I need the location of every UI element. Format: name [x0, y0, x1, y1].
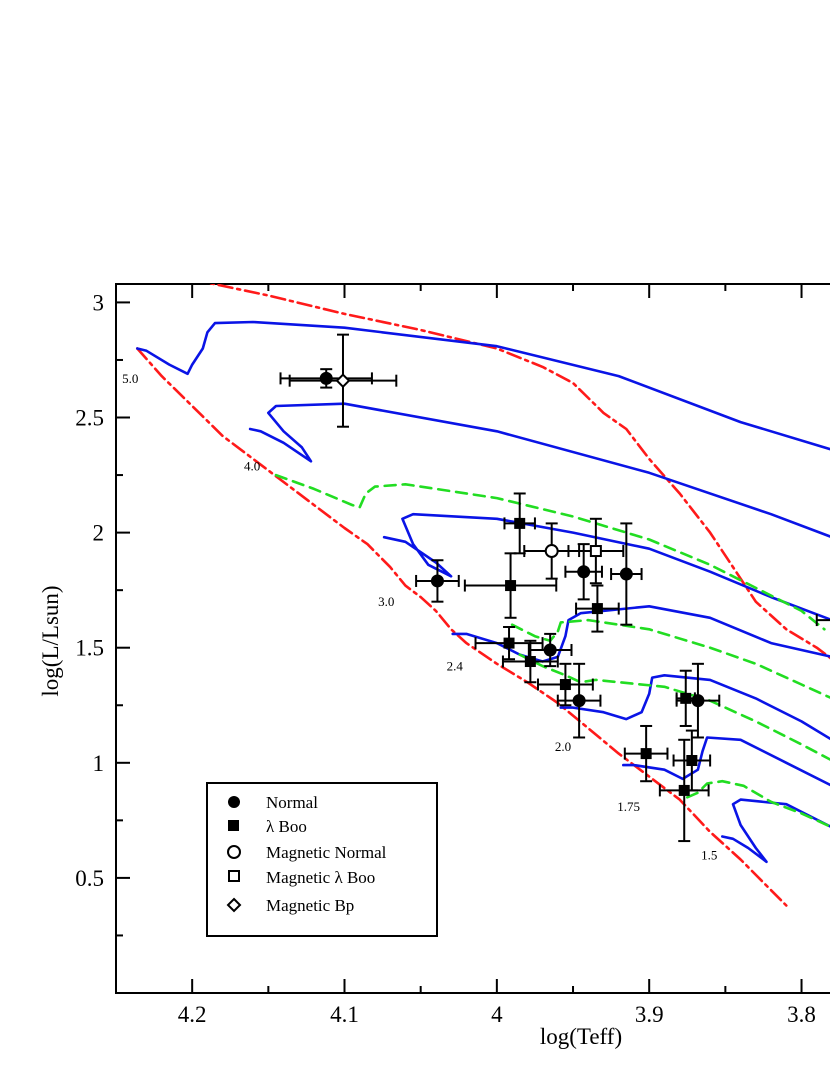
x-tick-label: 4.2	[178, 1002, 207, 1027]
legend-label: Normal	[266, 793, 318, 812]
marker-lambda-boo	[640, 748, 652, 760]
marker-lambda-boo	[524, 656, 536, 668]
legend-entry-normal: Normal	[228, 793, 318, 812]
y-tick-label: 1.5	[75, 636, 104, 661]
marker-normal	[543, 643, 557, 657]
marker-normal	[319, 371, 333, 385]
y-tick-label: 2	[93, 521, 105, 546]
track-labels-layer: 5.0 4.0 3.0 2.4 2.0 1.75 1.5	[122, 371, 717, 863]
data-point	[675, 662, 721, 739]
data-point	[503, 492, 536, 555]
legend-label: Magnetic Normal	[266, 843, 387, 862]
legend-marker-filled-circle	[228, 796, 240, 808]
axes-layer: 4.2 4.1 4 3.9 3.8 0.5 1 1.5 2 2.5 3	[75, 283, 830, 1027]
y-tick-label: 0.5	[75, 866, 104, 891]
marker-normal	[572, 694, 586, 708]
data-point	[536, 662, 594, 707]
data-point	[623, 724, 669, 783]
track-4-0-curve	[248, 402, 830, 538]
track-mass-label: 3.0	[378, 594, 394, 609]
legend-marker-open-diamond	[226, 897, 242, 913]
legend-entry-magnetic-normal: Magnetic Normal	[227, 843, 387, 862]
marker-lambda-boo	[686, 755, 698, 767]
y-tick-label: 3	[93, 290, 105, 315]
data-point	[575, 584, 620, 633]
marker-lambda-boo	[514, 517, 526, 529]
x-tick-label: 4.1	[330, 1002, 359, 1027]
track-mass-label: 5.0	[122, 371, 138, 386]
track-mass-label: 2.4	[447, 659, 464, 674]
marker-normal	[691, 694, 705, 708]
x-tick-label: 3.9	[635, 1002, 664, 1027]
data-point	[415, 559, 460, 603]
data-point	[658, 738, 710, 843]
marker-normal	[430, 574, 444, 588]
marker-normal	[619, 567, 633, 581]
marker-lambda-boo	[680, 692, 692, 704]
marker-magnetic-bp	[335, 373, 351, 389]
legend-label: Magnetic λ Boo	[266, 868, 375, 887]
y-tick-label: 1	[93, 751, 105, 776]
track-mass-label: 4.0	[244, 458, 260, 473]
data-point	[288, 333, 398, 428]
y-axis-title: log(L/Lsun)	[38, 585, 63, 696]
data-point	[279, 368, 373, 389]
legend-marker-open-square	[228, 870, 240, 882]
legend: Normal λ Boo Magnetic Normal Magnetic λ …	[206, 782, 438, 937]
legend-entry-magnetic-bp: Magnetic Bp	[226, 896, 354, 915]
legend-label: Magnetic Bp	[266, 896, 354, 915]
x-tick-label: 3.8	[787, 1002, 816, 1027]
curves-layer	[136, 284, 830, 907]
legend-marker-open-circle	[227, 845, 241, 859]
x-axis-title: log(Teff)	[540, 1024, 622, 1049]
data-point	[474, 625, 544, 661]
dashed-middle-curve	[510, 618, 830, 699]
marker-magnetic-normal	[544, 544, 559, 559]
tams-curve	[207, 284, 830, 660]
marker-magnetic-lambda-boo	[589, 545, 602, 558]
data-point	[556, 662, 602, 739]
track-mass-label: 2.0	[555, 739, 571, 754]
x-tick-label: 4	[491, 1002, 503, 1027]
y-tick-label: 2.5	[75, 406, 104, 431]
legend-marker-filled-square	[228, 820, 239, 831]
track-1-75-curve	[622, 736, 830, 787]
data-point	[815, 614, 830, 627]
track-3-0-curve	[382, 512, 830, 621]
legend-entry-lambda-boo: λ Boo	[228, 817, 307, 836]
marker-lambda-boo	[591, 603, 603, 615]
points-layer	[279, 333, 830, 843]
data-point	[564, 543, 603, 601]
data-point	[675, 669, 696, 727]
marker-normal	[577, 565, 591, 579]
track-mass-label: 1.75	[617, 799, 640, 814]
track-mass-label: 1.5	[701, 847, 717, 862]
data-point	[463, 552, 558, 619]
data-point	[610, 522, 643, 626]
dashed-upper-curve	[274, 473, 826, 631]
marker-lambda-boo	[559, 679, 571, 691]
marker-lambda-boo	[678, 784, 690, 796]
marker-lambda-boo	[505, 580, 517, 592]
zams-curve	[136, 347, 788, 907]
legend-entry-magnetic-lambda-boo: Magnetic λ Boo	[228, 868, 375, 887]
legend-box	[206, 782, 438, 937]
legend-label: λ Boo	[266, 817, 307, 836]
marker-lambda-boo	[503, 637, 515, 649]
track-5-0-curve	[136, 320, 830, 451]
data-point	[567, 517, 625, 585]
track-1-5-curve	[721, 798, 830, 864]
data-point	[672, 729, 712, 792]
dashed-lower-curve	[518, 653, 830, 761]
data-point	[501, 639, 559, 684]
plot-frame	[115, 283, 830, 994]
